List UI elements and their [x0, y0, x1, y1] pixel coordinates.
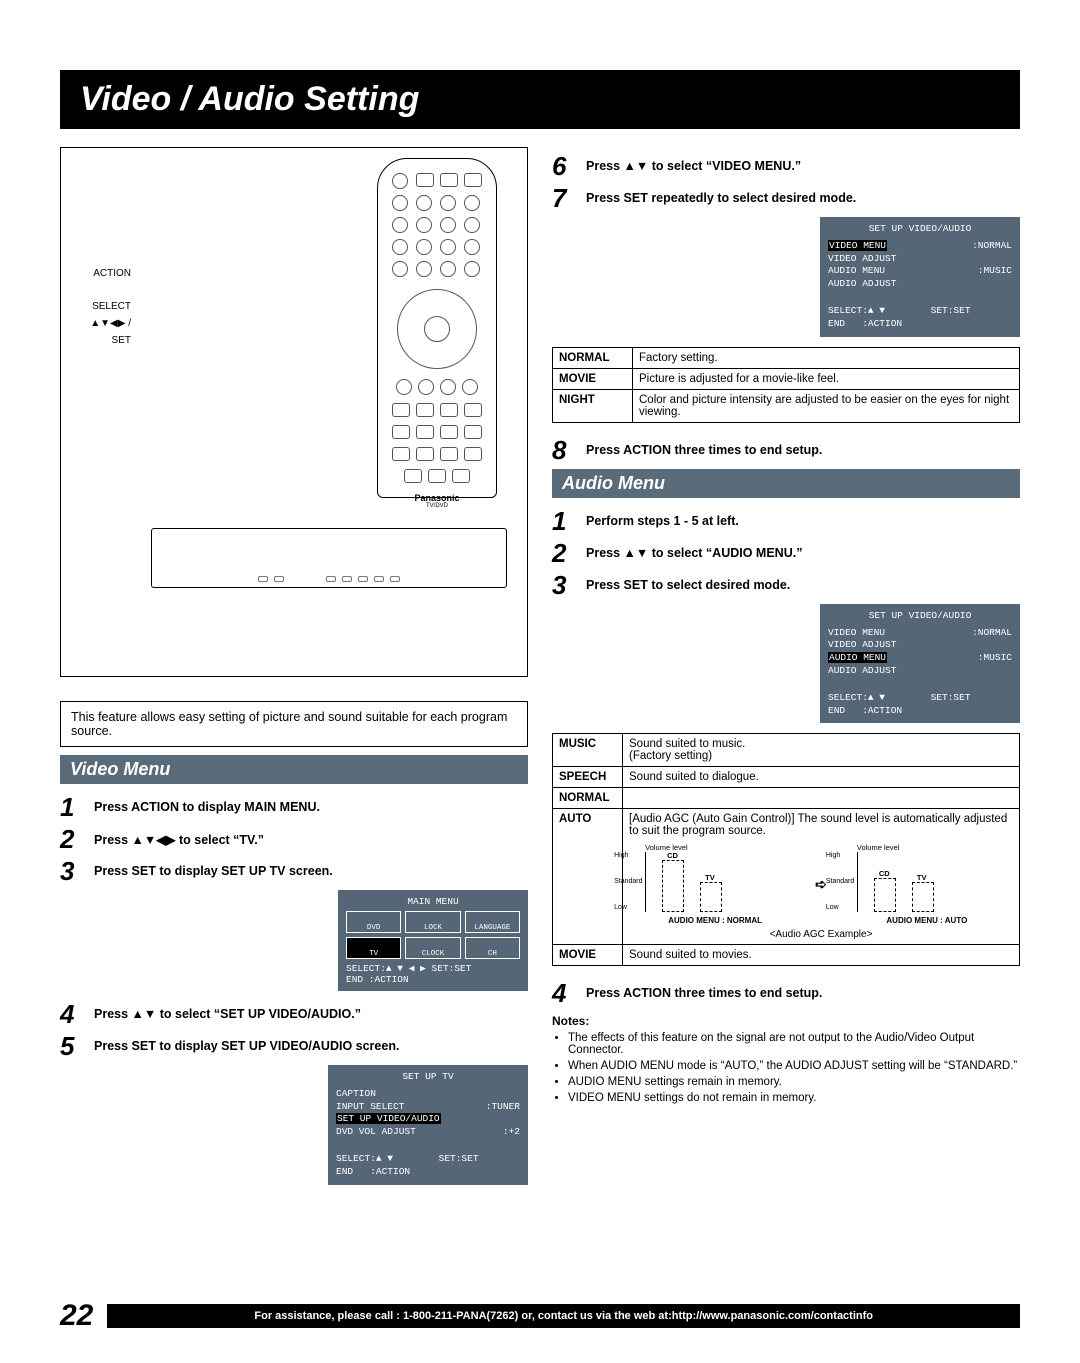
step-num: 3	[552, 572, 574, 598]
audio-modes-table: MUSICSound suited to music. (Factory set…	[552, 733, 1020, 966]
remote-brand: Panasonic	[378, 493, 496, 503]
remote-body: Panasonic TV/DVD	[377, 158, 497, 498]
page-number: 22	[60, 1299, 93, 1333]
osd-cell: CLOCK	[405, 937, 460, 959]
remote-label-set: SET	[71, 335, 131, 346]
notes-header: Notes:	[552, 1014, 1020, 1028]
step-text: Press ▲▼ to select “AUDIO MENU.”	[586, 540, 802, 566]
intro-text: This feature allows easy setting of pict…	[60, 701, 528, 747]
osd-foot: END :ACTION	[346, 974, 520, 985]
step-text: Press SET to display SET UP TV screen.	[94, 858, 333, 884]
table-row: MUSICSound suited to music. (Factory set…	[553, 734, 1020, 767]
remote-label-select: SELECT	[71, 301, 131, 312]
osd-foot: SELECT:▲ ▼ ◀ ▶ SET:SET	[346, 963, 520, 974]
table-row: NIGHTColor and picture intensity are adj…	[553, 389, 1020, 422]
osd-cell: DVD	[346, 911, 401, 933]
step-text: Press SET to display SET UP VIDEO/AUDIO …	[94, 1033, 399, 1059]
table-row: AUTO [Audio AGC (Auto Gain Control)] The…	[553, 809, 1020, 945]
step-text: Press ▲▼ to select “VIDEO MENU.”	[586, 153, 801, 179]
step-num: 7	[552, 185, 574, 211]
table-row: NORMALFactory setting.	[553, 347, 1020, 368]
notes-section: Notes: The effects of this feature on th…	[552, 1014, 1020, 1104]
agc-diagram: Volume level High Standard Low CD TV AUD…	[629, 837, 1013, 927]
osd-cell: LOCK	[405, 911, 460, 933]
page-footer: 22 For assistance, please call : 1-800-2…	[60, 1299, 1020, 1333]
video-audio-osd: SET UP VIDEO/AUDIOVIDEO MENU:NORMALVIDEO…	[820, 217, 1020, 337]
step-num: 4	[60, 1001, 82, 1027]
step-text: Press ACTION three times to end setup.	[586, 437, 822, 463]
note-item: The effects of this feature on the signa…	[568, 1032, 1020, 1056]
step-text: Press ▲▼◀▶ to select “TV.”	[94, 826, 264, 852]
table-row: MOVIEPicture is adjusted for a movie-lik…	[553, 368, 1020, 389]
table-row: MOVIESound suited to movies.	[553, 945, 1020, 966]
auto-desc: [Audio AGC (Auto Gain Control)] The soun…	[629, 813, 1013, 837]
video-modes-table: NORMALFactory setting. MOVIEPicture is a…	[552, 347, 1020, 423]
setup-tv-osd: SET UP TVCAPTIONINPUT SELECT:TUNERSET UP…	[328, 1065, 528, 1185]
remote-illustration: ACTION SELECT ▲▼◀▶ / SET	[60, 147, 528, 677]
note-item: AUDIO MENU settings remain in memory.	[568, 1076, 1020, 1088]
step-text: Press ACTION to display MAIN MENU.	[94, 794, 320, 820]
left-column: ACTION SELECT ▲▼◀▶ / SET	[60, 147, 528, 1195]
page-title: Video / Audio Setting	[60, 70, 1020, 129]
step-num: 4	[552, 980, 574, 1006]
step-num: 6	[552, 153, 574, 179]
step-num: 8	[552, 437, 574, 463]
audio-menu-header: Audio Menu	[552, 469, 1020, 498]
step-text: Press SET repeatedly to select desired m…	[586, 185, 856, 211]
step-num: 1	[552, 508, 574, 534]
step-num: 2	[60, 826, 82, 852]
osd-title: MAIN MENU	[346, 896, 520, 907]
step-num: 1	[60, 794, 82, 820]
osd-cell: LANGUAGE	[465, 911, 520, 933]
step-num: 5	[60, 1033, 82, 1059]
audio-osd: SET UP VIDEO/AUDIOVIDEO MENU:NORMALVIDEO…	[820, 604, 1020, 724]
step-text: Press ▲▼ to select “SET UP VIDEO/AUDIO.”	[94, 1001, 361, 1027]
remote-label-arrows: ▲▼◀▶ /	[71, 318, 131, 329]
table-row: SPEECHSound suited to dialogue.	[553, 767, 1020, 788]
right-column: 6 Press ▲▼ to select “VIDEO MENU.” 7 Press…	[552, 147, 1020, 1195]
remote-sub: TV/DVD	[378, 503, 496, 509]
osd-cell: CH	[465, 937, 520, 959]
step-num: 3	[60, 858, 82, 884]
step-text: Press SET to select desired mode.	[586, 572, 790, 598]
agc-example-label: <Audio AGC Example>	[629, 929, 1013, 940]
step-text: Press ACTION three times to end setup.	[586, 980, 822, 1006]
table-row: NORMAL	[553, 788, 1020, 809]
note-item: VIDEO MENU settings do not remain in mem…	[568, 1092, 1020, 1104]
step-text: Perform steps 1 - 5 at left.	[586, 508, 739, 534]
main-menu-osd: MAIN MENU DVD LOCK LANGUAGE TV CLOCK CH …	[338, 890, 528, 991]
video-menu-header: Video Menu	[60, 755, 528, 784]
assistance-bar: For assistance, please call : 1-800-211-…	[107, 1304, 1020, 1328]
note-item: When AUDIO MENU mode is “AUTO,” the AUDI…	[568, 1060, 1020, 1072]
tv-front-panel	[151, 528, 507, 588]
osd-cell-tv: TV	[346, 937, 401, 959]
remote-label-action: ACTION	[71, 268, 131, 279]
step-num: 2	[552, 540, 574, 566]
